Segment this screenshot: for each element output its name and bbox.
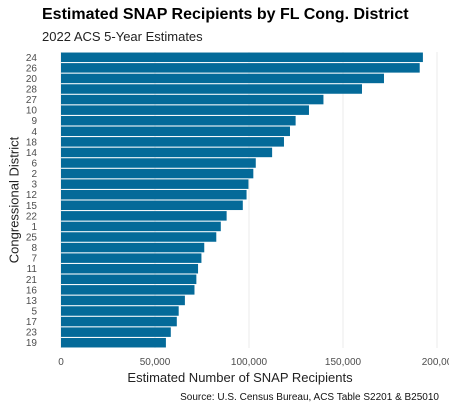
bar-district-24 xyxy=(61,52,423,63)
bar-district-19 xyxy=(61,337,166,348)
y-tick-label: 1 xyxy=(31,222,37,233)
bar-district-12 xyxy=(61,189,247,200)
y-tick-label: 3 xyxy=(31,180,37,191)
y-tick-label: 9 xyxy=(31,116,37,127)
y-tick-label: 10 xyxy=(26,106,38,117)
x-tick-label: 0 xyxy=(58,357,64,368)
bar-district-27 xyxy=(61,94,324,105)
bar-district-28 xyxy=(61,84,362,94)
bar-district-11 xyxy=(61,263,199,274)
x-tick-label: 100,000 xyxy=(231,357,268,368)
bar-district-6 xyxy=(61,158,256,168)
y-tick-label: 12 xyxy=(26,190,38,201)
y-tick-label: 2 xyxy=(31,169,37,180)
bar-district-9 xyxy=(61,115,296,126)
y-tick-label: 4 xyxy=(31,127,37,138)
chart-subtitle: 2022 ACS 5-Year Estimates xyxy=(42,29,203,44)
y-tick-label: 11 xyxy=(27,264,38,275)
x-tick-label: 50,000 xyxy=(140,357,171,368)
bar-district-21 xyxy=(61,274,197,285)
bar-district-2 xyxy=(61,168,254,179)
y-tick-label: 7 xyxy=(31,254,37,265)
y-tick-label: 13 xyxy=(26,296,38,307)
source-note: Source: U.S. Census Bureau, ACS Table S2… xyxy=(180,392,439,403)
y-tick-label: 21 xyxy=(26,275,38,286)
y-tick-label: 14 xyxy=(26,148,38,159)
y-tick-label: 20 xyxy=(26,74,38,85)
y-tick-label: 5 xyxy=(31,307,37,318)
y-tick-label: 18 xyxy=(26,137,38,148)
bar-district-18 xyxy=(61,137,284,147)
y-tick-label: 19 xyxy=(26,338,38,349)
y-tick-label: 22 xyxy=(26,211,38,222)
bar-district-10 xyxy=(61,105,309,115)
y-tick-label: 6 xyxy=(31,159,37,170)
bar-district-16 xyxy=(61,285,195,295)
y-tick-label: 27 xyxy=(26,95,38,106)
x-tick-label: 150,000 xyxy=(325,357,362,368)
bar-district-5 xyxy=(61,306,179,316)
bar-district-22 xyxy=(61,211,227,221)
bar-district-15 xyxy=(61,200,243,211)
x-tick-label: 200,00 xyxy=(422,357,449,368)
y-tick-label: 25 xyxy=(26,233,38,244)
bar-district-20 xyxy=(61,73,384,84)
bar-district-14 xyxy=(61,147,273,158)
y-tick-label: 15 xyxy=(26,201,38,212)
bar-district-7 xyxy=(61,253,202,263)
y-tick-label: 24 xyxy=(26,53,38,64)
y-tick-label: 28 xyxy=(26,85,38,96)
y-tick-label: 26 xyxy=(26,63,38,74)
bar-district-26 xyxy=(61,63,420,73)
y-tick-label: 8 xyxy=(31,243,37,254)
bar-district-3 xyxy=(61,179,249,189)
bar-district-8 xyxy=(61,242,205,253)
bar-district-25 xyxy=(61,232,217,242)
bar-district-23 xyxy=(61,327,171,337)
chart-title: Estimated SNAP Recipients by FL Cong. Di… xyxy=(42,6,409,23)
bar-district-17 xyxy=(61,316,177,327)
bar-district-13 xyxy=(61,295,185,306)
y-tick-label: 23 xyxy=(26,328,38,339)
y-tick-label: 17 xyxy=(26,317,38,328)
bar-district-4 xyxy=(61,126,290,137)
x-axis-label: Estimated Number of SNAP Recipients xyxy=(127,370,353,385)
bar-district-1 xyxy=(61,221,221,232)
y-tick-label: 16 xyxy=(26,285,38,296)
